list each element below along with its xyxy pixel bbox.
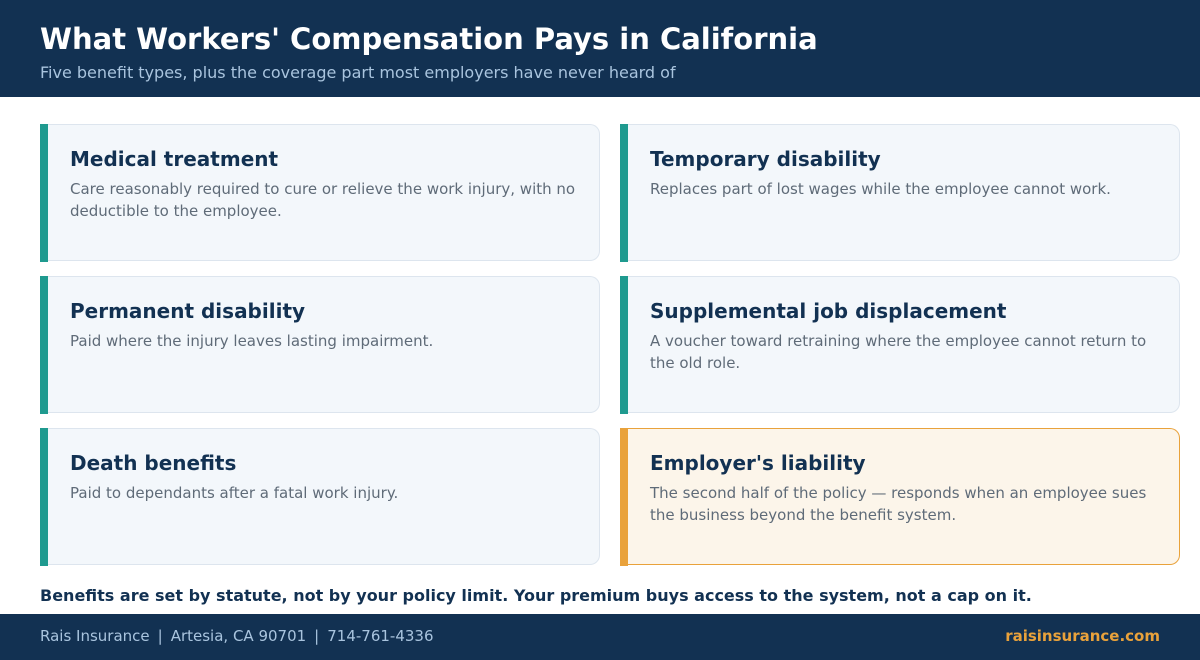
card-title: Supplemental job displacement <box>650 299 1007 323</box>
footer-phone: 714-761-4336 <box>327 627 434 645</box>
card-title: Medical treatment <box>70 147 279 171</box>
header-banner: What Workers' Compensation Pays in Calif… <box>0 0 1200 97</box>
card-permanent-disability: Permanent disability Paid where the inju… <box>40 275 600 414</box>
card-employers-liability: Employer's liability The second half of … <box>620 427 1180 566</box>
card-title: Permanent disability <box>70 299 306 323</box>
statute-note: Benefits are set by statute, not by your… <box>40 586 1032 605</box>
card-description: Replaces part of lost wages while the em… <box>650 180 1111 198</box>
footer-separator: | <box>314 627 320 645</box>
card-description: A voucher toward retraining where the em… <box>650 332 1147 372</box>
footer-separator: | <box>157 627 163 645</box>
card-description: Paid where the injury leaves lasting imp… <box>70 332 434 350</box>
card-title: Employer's liability <box>650 451 866 475</box>
footer-contact: Rais Insurance | Artesia, CA 90701 | 714-761… <box>40 627 434 645</box>
card-death-benefits: Death benefits Paid to dependants after … <box>40 427 600 566</box>
page-title: What Workers' Compensation Pays in Calif… <box>40 22 818 56</box>
card-accent-bar <box>620 427 628 566</box>
page-subtitle: Five benefit types, plus the coverage pa… <box>40 63 676 82</box>
footer-location: Artesia, CA 90701 <box>170 627 307 645</box>
card-supplemental-job-displacement: Supplemental job displacement A voucher … <box>620 275 1180 414</box>
card-accent-bar <box>40 123 48 262</box>
card-description: The second half of the policy — responds… <box>650 484 1147 524</box>
card-medical-treatment: Medical treatment Care reasonably requir… <box>40 123 600 262</box>
card-accent-bar <box>620 123 628 262</box>
footer-company: Rais Insurance <box>40 627 150 645</box>
card-accent-bar <box>40 275 48 414</box>
footer-website-link[interactable]: raisinsurance.com <box>1005 627 1160 645</box>
card-accent-bar <box>40 427 48 566</box>
card-description: Paid to dependants after a fatal work in… <box>70 484 399 502</box>
card-temporary-disability: Temporary disability Replaces part of lo… <box>620 123 1180 262</box>
card-title: Temporary disability <box>650 147 881 171</box>
card-description: Care reasonably required to cure or reli… <box>70 180 576 220</box>
footer-banner: Rais Insurance | Artesia, CA 90701 | 714-761… <box>0 614 1200 660</box>
card-accent-bar <box>620 275 628 414</box>
card-title: Death benefits <box>70 451 237 475</box>
